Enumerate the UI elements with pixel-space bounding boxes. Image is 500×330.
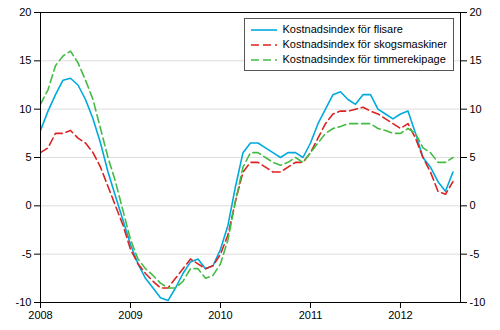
svg-text:15: 15 [470,54,482,66]
svg-text:15: 15 [19,54,31,66]
svg-text:5: 5 [25,151,31,163]
svg-text:20: 20 [19,6,31,18]
svg-text:-5: -5 [470,248,480,260]
svg-text:0: 0 [25,199,31,211]
svg-text:2012: 2012 [388,309,412,321]
html-text:Kostnadsindex för skogsmaskine: Kostnadsindex för skogsmaskiner [282,38,447,50]
html-text:Kostnadsindex för timmerekipag: Kostnadsindex för timmerekipage [282,53,446,65]
svg-text:2010: 2010 [208,309,232,321]
svg-text:0: 0 [470,199,476,211]
svg-text:2011: 2011 [299,309,323,321]
svg-text:5: 5 [470,151,476,163]
svg-text:2008: 2008 [28,309,52,321]
svg-text:10: 10 [19,103,31,115]
svg-text:-10: -10 [16,296,32,308]
svg-text:-10: -10 [470,296,486,308]
svg-text:10: 10 [470,103,482,115]
svg-text:-5: -5 [22,248,32,260]
html-text:Kostnadsindex för flisare: Kostnadsindex för flisare [282,23,403,35]
svg-text:2009: 2009 [118,309,142,321]
svg-text:20: 20 [470,6,482,18]
